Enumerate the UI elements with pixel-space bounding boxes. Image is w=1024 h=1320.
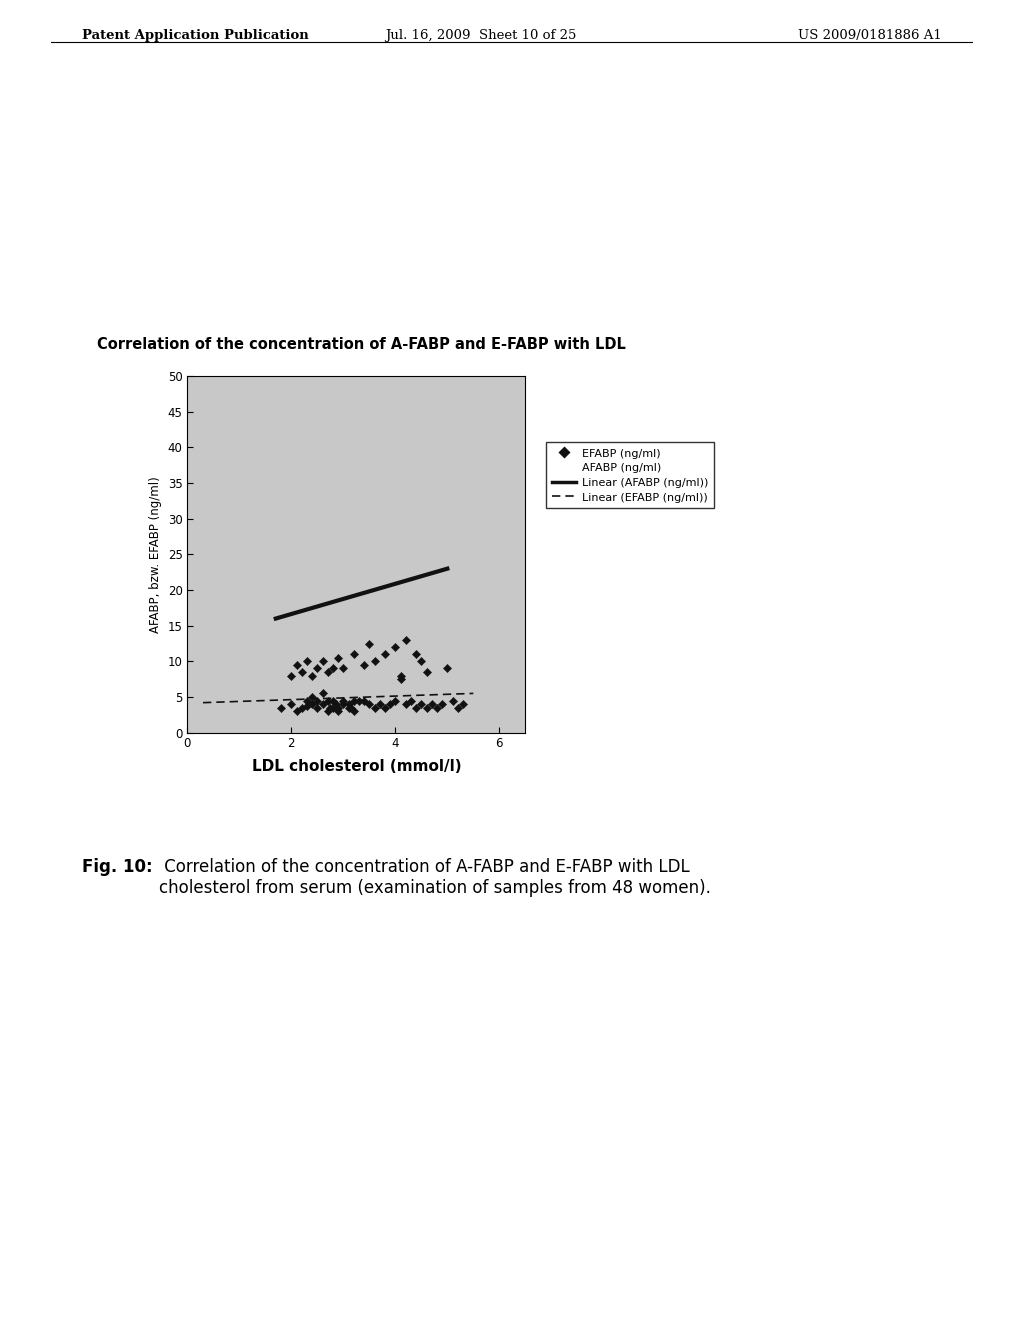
Point [444, 690, 461, 711]
Point [402, 690, 419, 711]
Point [309, 690, 326, 711]
Point [319, 661, 336, 682]
Point [309, 657, 326, 678]
Point [284, 693, 300, 714]
Point [325, 697, 341, 718]
Point [397, 630, 414, 651]
Point [392, 665, 409, 686]
Point [289, 701, 305, 722]
Point [345, 690, 361, 711]
Point [424, 693, 440, 714]
Point [439, 657, 456, 678]
Point [397, 693, 414, 714]
Point [325, 690, 341, 711]
Point [450, 697, 466, 718]
Point [367, 697, 383, 718]
Point [377, 697, 393, 718]
Text: US 2009/0181886 A1: US 2009/0181886 A1 [799, 29, 942, 42]
Point [419, 661, 435, 682]
Point [299, 694, 315, 715]
Text: Fig. 10:: Fig. 10: [82, 858, 153, 876]
Point [429, 697, 445, 718]
Point [361, 693, 378, 714]
Point [304, 686, 321, 708]
Point [434, 693, 451, 714]
Point [345, 644, 361, 665]
Point [367, 651, 383, 672]
Point [299, 690, 315, 711]
Legend: EFABP (ng/ml), AFABP (ng/ml), Linear (AFABP (ng/ml)), Linear (EFABP (ng/ml)): EFABP (ng/ml), AFABP (ng/ml), Linear (AF… [546, 442, 714, 508]
Point [289, 655, 305, 676]
Point [392, 668, 409, 689]
Point [325, 657, 341, 678]
Text: Jul. 16, 2009  Sheet 10 of 25: Jul. 16, 2009 Sheet 10 of 25 [386, 29, 577, 42]
Point [330, 647, 346, 668]
Point [328, 693, 344, 714]
Point [372, 693, 388, 714]
X-axis label: LDL cholesterol (mmol/l): LDL cholesterol (mmol/l) [252, 759, 461, 774]
Text: Correlation of the concentration of A-FABP and E-FABP with LDL: Correlation of the concentration of A-FA… [96, 337, 626, 351]
Point [387, 636, 403, 657]
Text: Correlation of the concentration of A-FABP and E-FABP with LDL
cholesterol from : Correlation of the concentration of A-FA… [159, 858, 711, 896]
Point [340, 697, 356, 718]
Point [294, 697, 310, 718]
Point [335, 693, 351, 714]
Point [319, 701, 336, 722]
Point [408, 644, 424, 665]
Point [377, 644, 393, 665]
Point [304, 693, 321, 714]
Point [351, 690, 368, 711]
Point [314, 651, 331, 672]
Point [304, 665, 321, 686]
Point [272, 697, 289, 718]
Point [413, 693, 429, 714]
Point [361, 634, 378, 655]
Point [382, 693, 398, 714]
Point [455, 693, 471, 714]
Point [335, 657, 351, 678]
Point [330, 697, 346, 718]
Point [299, 651, 315, 672]
Point [343, 697, 359, 718]
Point [314, 682, 331, 704]
Point [356, 655, 373, 676]
Point [356, 690, 373, 711]
Point [387, 690, 403, 711]
Point [335, 690, 351, 711]
Y-axis label: AFABP, bzw. EFABP (ng/ml): AFABP, bzw. EFABP (ng/ml) [150, 477, 162, 632]
Point [340, 693, 356, 714]
Point [294, 661, 310, 682]
Point [319, 690, 336, 711]
Point [323, 697, 339, 718]
Point [419, 697, 435, 718]
Point [309, 697, 326, 718]
Text: Patent Application Publication: Patent Application Publication [82, 29, 308, 42]
Point [413, 651, 429, 672]
Point [314, 693, 331, 714]
Point [330, 701, 346, 722]
Point [345, 701, 361, 722]
Point [284, 665, 300, 686]
Point [408, 697, 424, 718]
